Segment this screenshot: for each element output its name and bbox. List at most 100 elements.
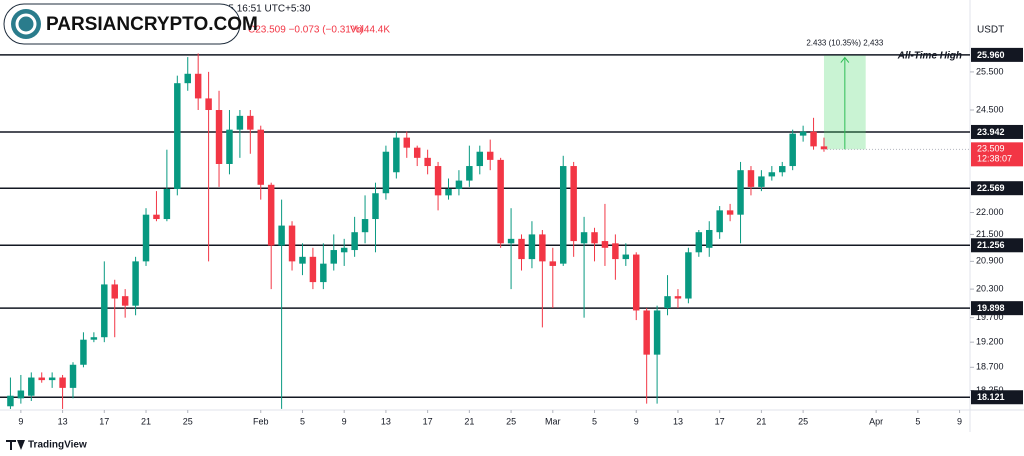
candle-body [726, 210, 734, 215]
candle-body [226, 129, 233, 164]
candle-body [549, 261, 557, 266]
candle-body [38, 377, 45, 381]
candle-body [299, 256, 306, 264]
candle-body [17, 390, 25, 399]
candle-body [7, 395, 14, 407]
footer-brand: TradingView [28, 440, 87, 451]
candle-body [622, 254, 630, 260]
candle-body [90, 337, 98, 340]
watermark-logo [11, 9, 41, 39]
x-tick-label: 21 [141, 416, 151, 426]
level-label: 25.960 [977, 50, 1005, 60]
level-label: 22.569 [977, 183, 1005, 193]
candle-body [132, 261, 139, 306]
currency-label: USDT [977, 25, 1004, 36]
y-tick-label: 25.500 [976, 66, 1004, 76]
candle-body [413, 147, 421, 158]
candle-body [716, 210, 723, 233]
candle-body [612, 243, 619, 260]
candle-body [633, 254, 640, 311]
candle-body [643, 310, 650, 355]
x-tick-label: 13 [58, 416, 68, 426]
level-label: 23.942 [977, 127, 1005, 137]
candle-body [747, 170, 755, 187]
x-tick-label: 9 [18, 416, 23, 426]
level-label: 18.121 [977, 392, 1005, 402]
x-tick-label: 9 [634, 416, 639, 426]
candle-body [372, 193, 379, 220]
candle-body [257, 129, 264, 185]
x-tick-label: 9 [957, 416, 962, 426]
candle-body [528, 234, 536, 260]
overlay: published on TradingView.com, Mar 27, 20… [3, 3, 1004, 451]
candle-body [466, 166, 473, 181]
candle-body [424, 157, 431, 167]
x-tick-label: 21 [756, 416, 766, 426]
candle-body [445, 188, 452, 196]
candle-body [580, 232, 588, 244]
candle-body [455, 180, 463, 189]
x-tick-label: 17 [423, 416, 433, 426]
header-ohlc: C23.509 −0.073 (−0.31%) [248, 25, 363, 36]
x-tick-label: Feb [253, 416, 269, 426]
candle-body [591, 232, 598, 244]
y-tick-label: 19.200 [976, 337, 1004, 347]
candle-body [601, 241, 609, 248]
candle-body [330, 250, 337, 264]
candle-body [539, 234, 546, 262]
candle-body [247, 115, 254, 130]
watermark-logo-ring [15, 13, 37, 35]
candle-body [142, 214, 150, 262]
level-label-box [971, 181, 1023, 196]
candle-body [163, 188, 171, 220]
watermark-box [3, 3, 241, 45]
y-tick-label: 18.250 [976, 385, 1004, 395]
candle-body [351, 232, 358, 251]
candle-body [121, 296, 129, 306]
candle-body [194, 73, 202, 99]
y-tick-label: 19.700 [976, 312, 1004, 322]
measure-arrowhead [840, 56, 850, 63]
y-tick-label: 21.500 [976, 229, 1004, 239]
candle-body [559, 166, 567, 264]
level-label: 19.898 [977, 303, 1005, 313]
level-label-box [971, 301, 1023, 316]
x-tick-label: 25 [183, 416, 193, 426]
last-price-label: 23.509 [977, 144, 1005, 154]
candle-body [403, 137, 411, 148]
candle-body [101, 284, 108, 338]
y-tick-label: 22.000 [976, 207, 1004, 217]
candle-body [497, 159, 504, 244]
x-tick-label: Apr [869, 416, 883, 426]
candle-body [28, 377, 35, 396]
candle-body [570, 166, 577, 242]
candle-body [664, 296, 671, 309]
candle-body [434, 166, 442, 196]
last-price-box [971, 142, 1023, 167]
y-tick-label: 20.900 [976, 256, 1004, 266]
x-tick-label: 5 [915, 416, 920, 426]
candle-body [695, 232, 703, 253]
x-tick-label: 25 [506, 416, 516, 426]
x-tick-label: Mar [545, 416, 561, 426]
candle-body [674, 296, 682, 299]
candle-body [653, 310, 661, 355]
candle-body [768, 172, 776, 177]
measure-label: 2.433 (10.35%) 2,433 [806, 39, 883, 48]
candle-body [486, 151, 494, 160]
y-tick-label: 18.700 [976, 362, 1004, 372]
candle-body [320, 263, 327, 283]
x-tick-label: 13 [381, 416, 391, 426]
candle-body [215, 110, 223, 164]
header-volume: Vol44.4K [350, 25, 390, 36]
level-label-box [971, 238, 1023, 253]
candle-body [382, 151, 390, 194]
watermark-text: PARSIANCRYPTO.COM [46, 14, 258, 35]
candle-body [758, 176, 765, 187]
x-tick-label: 5 [592, 416, 597, 426]
y-tick-label: 20.300 [976, 283, 1004, 293]
candle-body [80, 339, 87, 365]
candle-body [685, 252, 692, 299]
candle-body [507, 238, 515, 244]
